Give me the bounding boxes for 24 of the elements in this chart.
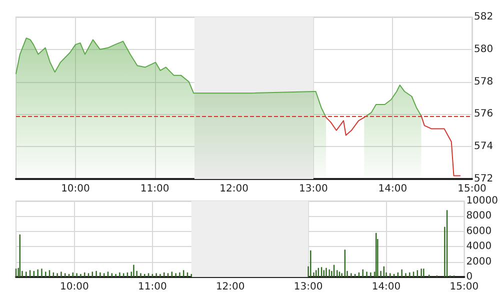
x-tick-label: 14:00 <box>378 184 408 194</box>
x-tick-label: 15:00 <box>458 184 486 194</box>
y-tick-label: 580 <box>474 44 494 55</box>
y-tick-label: 2000 <box>466 256 492 268</box>
x-tick-label: 14:00 <box>372 282 401 292</box>
x-tick-label: 10:00 <box>61 184 90 194</box>
y-tick-label: 572 <box>474 174 494 184</box>
y-tick-label: 10000 <box>466 196 498 206</box>
y-tick-label: 8000 <box>466 210 492 222</box>
y-tick-label: 6000 <box>466 226 492 237</box>
x-tick-label: 11:00 <box>138 282 167 292</box>
y-tick-label: 4000 <box>466 241 492 252</box>
x-tick-label: 10:00 <box>60 282 89 292</box>
y-tick-label: 0 <box>466 272 473 282</box>
x-tick-label: 15:00 <box>450 282 479 292</box>
x-tick-label: 11:00 <box>140 184 170 194</box>
y-tick-label: 582 <box>474 12 494 22</box>
x-tick-label: 12:00 <box>220 184 248 194</box>
y-tick-label: 574 <box>474 141 494 152</box>
y-tick-label: 578 <box>474 76 494 88</box>
x-tick-label: 13:00 <box>294 282 323 292</box>
y-tick-label: 576 <box>474 108 494 120</box>
x-tick-label: 12:00 <box>216 282 245 292</box>
x-tick-label: 13:00 <box>298 184 328 194</box>
